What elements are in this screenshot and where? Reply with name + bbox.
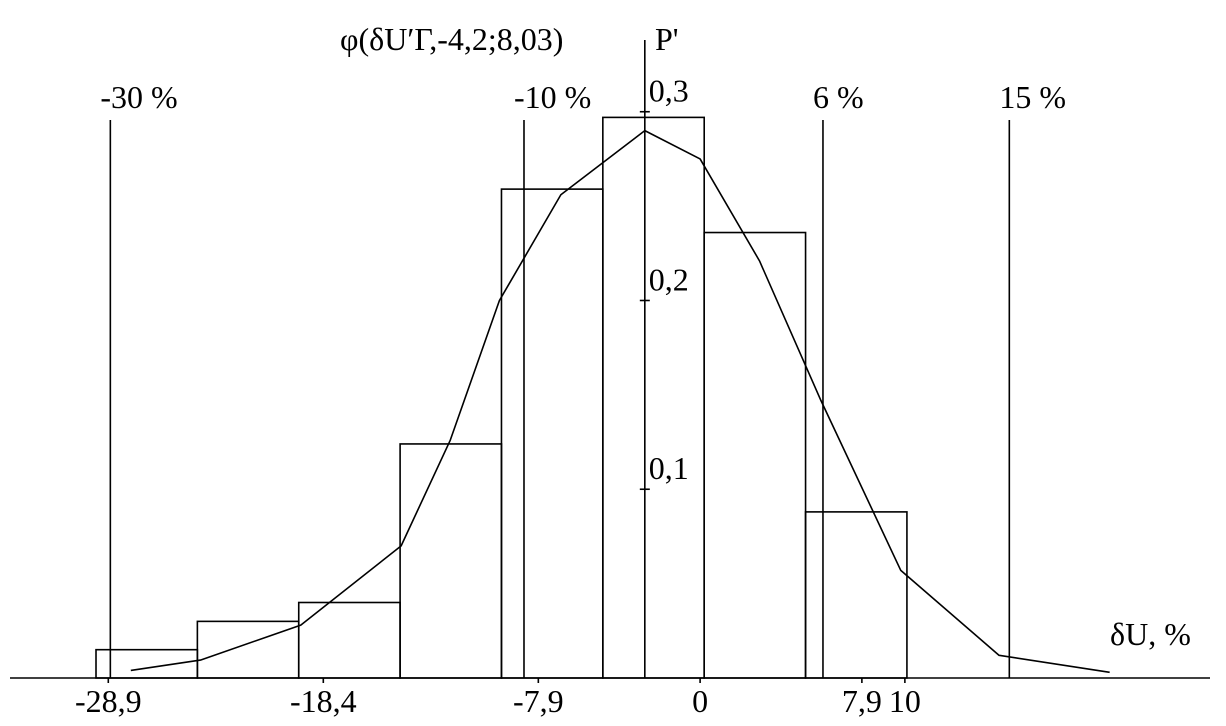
histogram-bar [95,648,199,679]
histogram-bar [196,620,300,679]
reference-label: -30 % [100,79,177,115]
density-curve [130,129,1110,674]
histogram-bar [602,116,705,679]
reference-label: 6 % [813,79,864,115]
x-tick-label: -28,9 [75,683,142,719]
x-tick-label: 7,9 [842,683,882,719]
y-tick-label: 0,2 [649,261,689,297]
y-tick-label: 0,3 [649,73,689,109]
reference-label: -10 % [514,79,591,115]
y-tick-label: 0,1 [649,450,689,486]
histogram-bar [399,443,503,679]
histogram-bar [703,231,807,679]
curve-label: φ(δU′Г,-4,2;8,03) [340,21,563,57]
histogram-bar [500,188,604,679]
x-tick-label: 10 [889,683,921,719]
x-tick-label: 0 [692,683,708,719]
x-tick-label: -18,4 [290,683,357,719]
x-axis-label: δU, % [1110,616,1191,652]
x-tick-label: -7,9 [513,683,564,719]
y-axis-label: P' [655,21,679,57]
histogram-bar [804,511,908,679]
reference-label: 15 % [999,79,1066,115]
